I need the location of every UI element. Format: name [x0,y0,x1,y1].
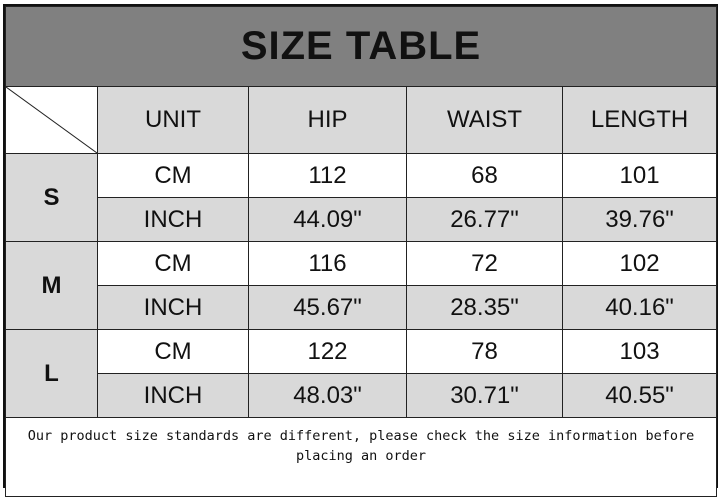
size-label: M [5,241,98,330]
cell-waist: 68 [406,153,563,198]
cell-hip: 48.03" [248,373,407,418]
cell-length: 102 [561,241,718,286]
table-row: S CM 112 68 101 [5,153,718,242]
cell-waist: 26.77" [406,197,563,242]
size-label: S [5,153,98,242]
size-table: SIZE TABLE UNIT HIP WAIST LENGTH S CM 112 6… [3,4,718,497]
table-title: SIZE TABLE [4,6,718,87]
table-row: INCH 48.03" 30.71" 40.55" [6,373,718,418]
header-hip: HIP [248,86,407,154]
cell-hip: 122 [248,329,407,374]
cell-hip: 112 [248,153,407,198]
cell-length: 40.16" [561,285,718,330]
corner-cell [5,86,98,154]
cell-hip: 116 [248,241,407,286]
cell-length: 101 [561,153,718,198]
header-unit: UNIT [97,86,249,154]
cell-waist: 28.35" [406,285,563,330]
header-length: LENGTH [561,86,718,154]
table-row: L CM 122 78 103 [5,329,718,418]
header-waist: WAIST [406,86,563,154]
cell-length: 40.55" [561,373,718,418]
cell-hip: 45.67" [248,285,407,330]
cell-unit: INCH [97,373,249,418]
cell-length: 39.76" [561,197,718,242]
cell-unit: CM [97,153,249,198]
table-row: M CM 116 72 102 [5,241,718,330]
cell-waist: 78 [406,329,563,374]
cell-length: 103 [561,329,718,374]
size-label: L [5,329,98,418]
cell-unit: CM [97,241,249,286]
cell-waist: 72 [406,241,563,286]
cell-unit: CM [97,329,249,374]
cell-unit: INCH [97,197,249,242]
cell-unit: INCH [97,285,249,330]
table-row: INCH 45.67" 28.35" 40.16" [6,285,718,330]
cell-hip: 44.09" [248,197,407,242]
cell-waist: 30.71" [406,373,563,418]
size-note: Our product size standards are different… [4,417,718,497]
table-row: INCH 44.09" 26.77" 39.76" [6,197,718,242]
